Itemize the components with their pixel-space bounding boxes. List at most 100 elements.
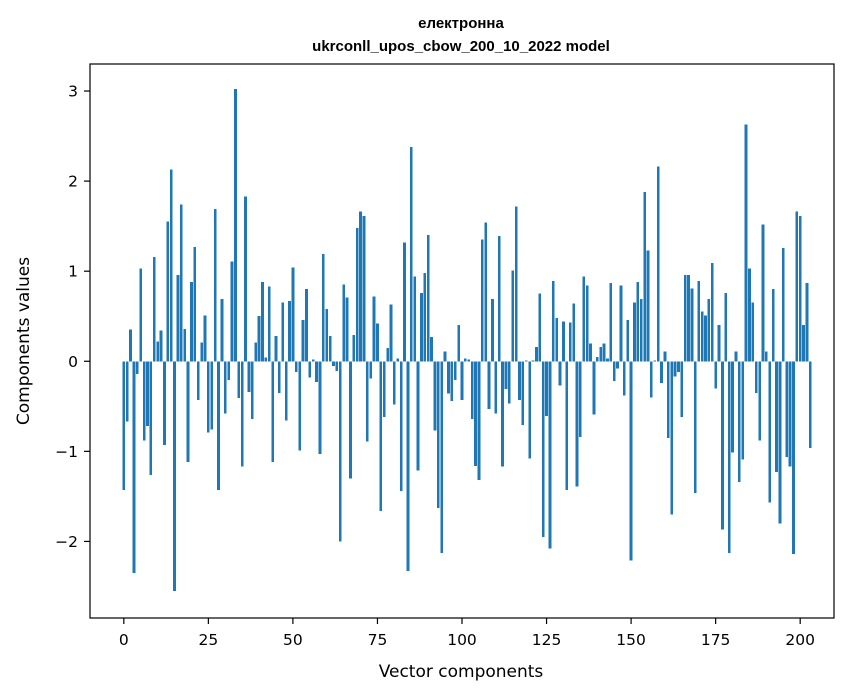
bar-55 [308, 361, 312, 378]
bar-67 [349, 361, 352, 479]
bar-184 [744, 124, 748, 362]
bar-133 [572, 303, 575, 362]
bar-39 [254, 342, 258, 362]
bar-84 [406, 361, 410, 572]
bar-199 [795, 211, 799, 362]
bar-122 [535, 346, 538, 362]
bar-144 [609, 282, 613, 362]
bar-176 [717, 325, 721, 362]
bar-198 [792, 361, 795, 555]
bar-41 [261, 282, 264, 362]
bar-138 [589, 343, 592, 362]
bar-111 [497, 236, 501, 362]
bar-109 [491, 299, 494, 362]
bar-26 [210, 361, 214, 430]
bar-165 [680, 361, 684, 418]
bar-3 [132, 361, 136, 573]
x-tick-label: 0 [119, 631, 129, 649]
bar-77 [382, 361, 386, 418]
bar-110 [494, 361, 498, 414]
x-tick-label: 25 [198, 631, 218, 649]
bar-103 [470, 361, 474, 419]
bar-54 [305, 289, 308, 362]
bar-203 [808, 361, 812, 448]
bar-23 [200, 342, 203, 362]
bar-141 [599, 346, 603, 362]
bar-174 [710, 263, 714, 362]
x-tick-label: 125 [532, 631, 562, 649]
bar-22 [196, 361, 200, 400]
bar-160 [663, 351, 667, 362]
bar-43 [267, 286, 271, 362]
bar-18 [183, 328, 187, 362]
bar-86 [413, 276, 417, 362]
bar-185 [748, 268, 751, 362]
bar-154 [643, 191, 646, 362]
bar-140 [595, 356, 599, 362]
bar-126 [548, 361, 552, 549]
bar-190 [765, 351, 768, 362]
bar-139 [592, 361, 596, 415]
bar-71 [362, 216, 366, 362]
bar-183 [741, 361, 745, 460]
bar-88 [420, 292, 423, 362]
bar-19 [186, 361, 190, 463]
bar-123 [538, 293, 542, 362]
bar-170 [697, 281, 701, 362]
bar-114 [507, 361, 511, 404]
bar-96 [447, 361, 450, 394]
bar-83 [403, 242, 406, 362]
bar-38 [250, 361, 254, 419]
bar-104 [474, 361, 477, 466]
bar-24 [203, 315, 207, 362]
chart-title-line-1: електронна [418, 15, 504, 32]
bar-135 [579, 361, 582, 437]
bar-51 [294, 361, 298, 373]
bar-188 [758, 361, 761, 441]
bar-32 [230, 261, 234, 362]
bar-66 [345, 297, 349, 362]
bar-92 [433, 361, 437, 431]
bar-87 [416, 361, 420, 471]
bar-31 [227, 361, 231, 381]
x-axis-ticks: 0 25 50 75 100 125 150 175 200 [119, 618, 815, 649]
bar-164 [677, 361, 680, 373]
bar-178 [724, 292, 728, 362]
bar-81 [396, 358, 400, 362]
bar-168 [690, 288, 694, 362]
bar-17 [179, 204, 183, 362]
bar-194 [778, 361, 782, 524]
bar-37 [247, 361, 251, 392]
bar-91 [430, 336, 433, 362]
bar-105 [477, 361, 481, 481]
bar-131 [565, 361, 569, 491]
bar-27 [213, 209, 217, 362]
bar-40 [257, 316, 261, 362]
bar-57 [315, 361, 318, 382]
bar-2 [129, 329, 132, 362]
bar-150 [629, 361, 633, 561]
y-tick-label: 3 [68, 83, 78, 101]
bar-28 [217, 361, 220, 491]
plot-frame [89, 63, 835, 619]
bar-45 [274, 336, 278, 362]
bar-181 [734, 351, 738, 362]
bar-65 [342, 284, 345, 362]
bar-116 [514, 206, 518, 362]
bar-173 [707, 299, 711, 362]
bar-48 [284, 361, 288, 421]
bar-149 [626, 319, 630, 362]
bar-75 [376, 323, 379, 362]
bar-25 [207, 361, 210, 433]
bar-145 [612, 361, 616, 382]
bar-11 [159, 330, 163, 362]
bar-30 [223, 361, 227, 414]
bar-47 [281, 302, 285, 362]
bar-99 [457, 325, 460, 362]
bar-52 [298, 361, 302, 451]
bar-186 [751, 302, 755, 362]
bar-42 [264, 357, 268, 362]
bar-5 [139, 268, 143, 362]
bar-189 [761, 224, 765, 362]
bar-series [122, 89, 812, 591]
